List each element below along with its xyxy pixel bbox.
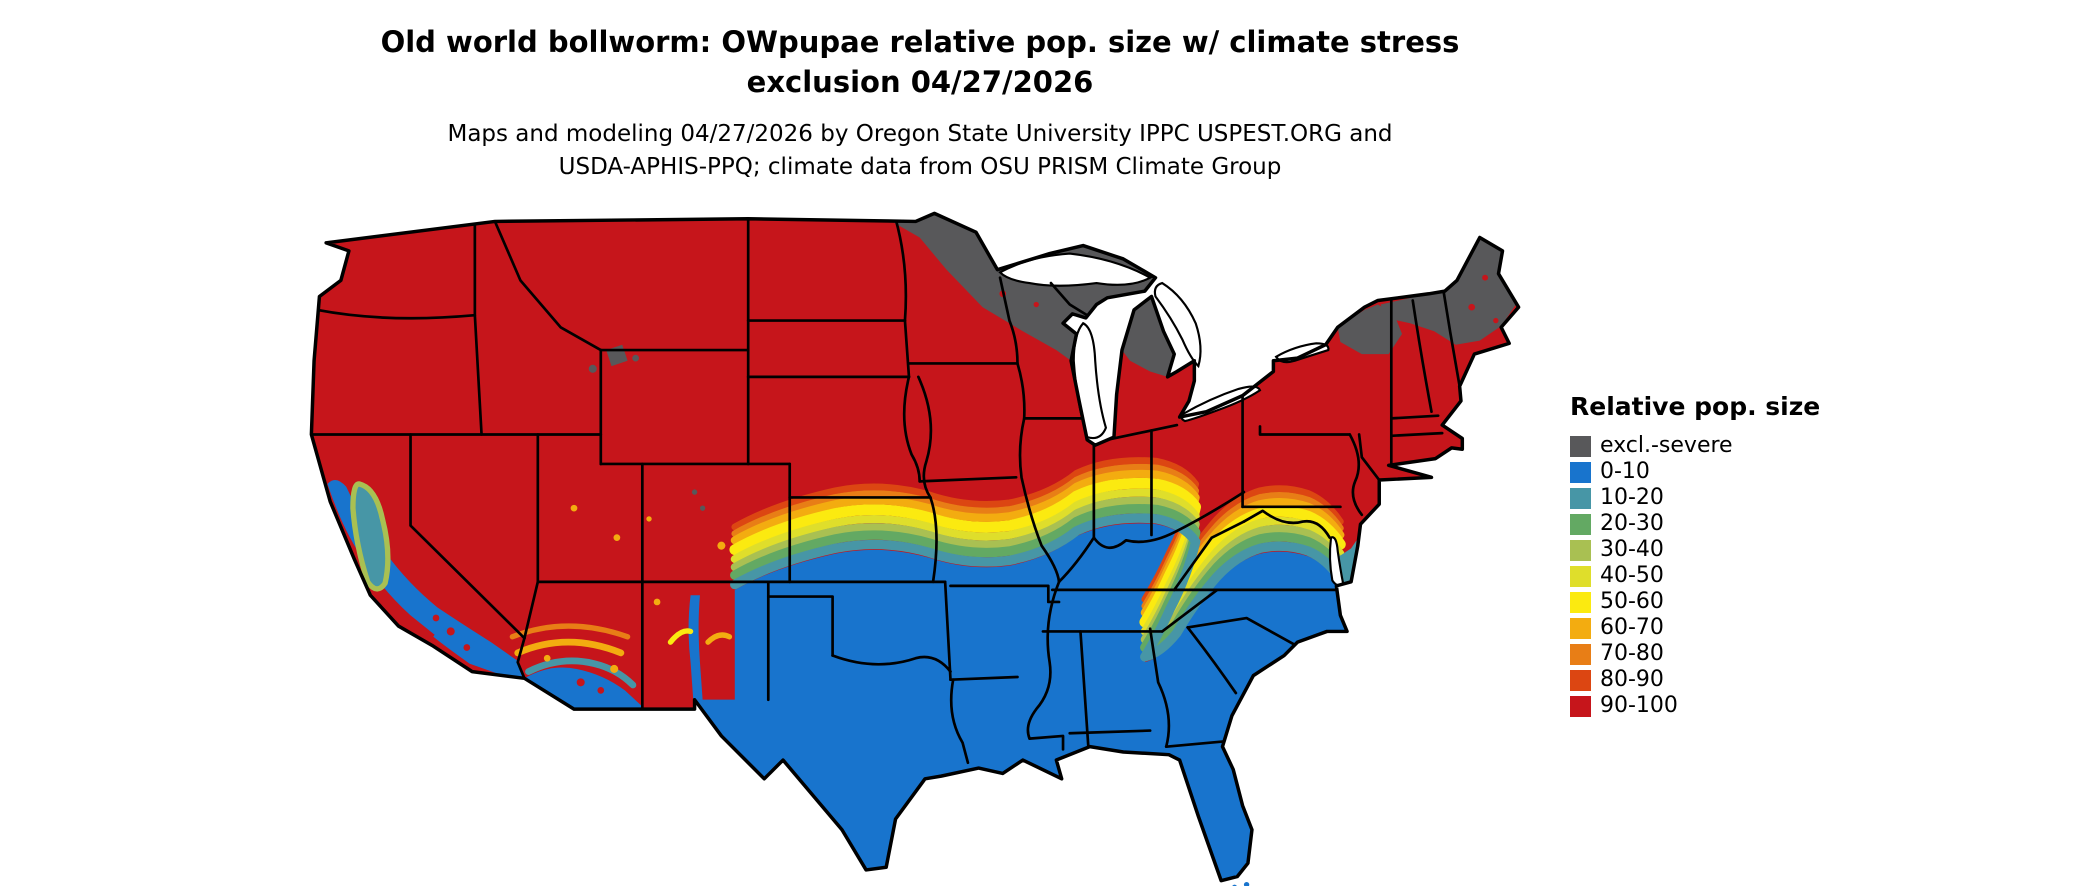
map-subtitle-line2: USDA-APHIS-PPQ; climate data from OSU PR… [558,154,1282,181]
legend-title: Relative pop. size [1570,392,1821,421]
legend-item-40-50: 40-50 [1570,563,1870,589]
legend-label: 10-20 [1600,485,1664,510]
map-region-central-valley [350,481,391,592]
legend-swatch [1570,461,1591,483]
map-subtitle: Maps and modeling 04/27/2026 by Oregon S… [150,118,1690,185]
great-lakes [998,252,1345,587]
legend-label: excl.-severe [1600,433,1733,458]
nm-gold-fringe [705,632,733,645]
us-map [309,211,1521,886]
legend-swatch [1570,591,1591,613]
legend-swatch [1570,565,1591,587]
florida-keys [1232,881,1250,886]
legend-label: 70-80 [1600,641,1664,666]
map-subtitle-line1: Maps and modeling 04/27/2026 by Oregon S… [447,121,1393,147]
state-borders [311,217,1461,765]
legend-item-20-30: 20-30 [1570,511,1870,537]
legend-item-excl.-severe: excl.-severe [1570,433,1870,459]
map-region-0-10-south [694,523,1348,881]
legend-item-10-20: 10-20 [1570,485,1870,511]
map-speckles-gold [543,504,726,673]
legend-swatch [1570,617,1591,639]
legend-swatch [1570,435,1591,457]
legend-label: 30-40 [1600,537,1664,562]
legend-swatch [1570,513,1591,535]
legend-swatch [1570,539,1591,561]
nm-yellow-fringe [667,628,694,645]
legend-item-50-60: 50-60 [1570,589,1870,615]
page-title: Old world bollworm: OWpupae relative pop… [150,22,1690,102]
legend-swatch [1570,695,1591,717]
legend-label: 60-70 [1600,615,1664,640]
map-title-line2: exclusion 04/27/2026 [746,65,1094,100]
az-teal-fringe [525,657,637,689]
legend-item-70-80: 70-80 [1570,641,1870,667]
lake-superior [998,252,1153,287]
az-gold-fringe [514,638,625,657]
az-orange-fringe [509,623,631,640]
legend-item-30-40: 30-40 [1570,537,1870,563]
legend-label: 20-30 [1600,511,1664,536]
legend-label: 50-60 [1600,589,1664,614]
map-southwest-fringes [509,623,733,689]
legend-swatch [1570,487,1591,509]
legend-label: 80-90 [1600,667,1664,692]
lake-huron [1153,281,1202,369]
legend-item-90-100: 90-100 [1570,693,1870,719]
map-speckles-red [432,274,1499,694]
map-title-line1: Old world bollworm: OWpupae relative pop… [380,25,1460,59]
legend-label: 90-100 [1600,693,1678,718]
legend-label: 40-50 [1600,563,1664,588]
legend: Relative pop. size excl.-severe 0-10 10-20… [1570,392,1870,719]
legend-swatch [1570,643,1591,665]
legend-label: 0-10 [1600,459,1650,484]
legend-item-80-90: 80-90 [1570,667,1870,693]
legend-rows: excl.-severe 0-10 10-20 20-30 30-40 40-50 50-6… [1570,433,1870,719]
us-map-container [306,200,1528,886]
legend-item-0-10: 0-10 [1570,459,1870,485]
legend-item-60-70: 60-70 [1570,615,1870,641]
legend-swatch [1570,669,1591,691]
